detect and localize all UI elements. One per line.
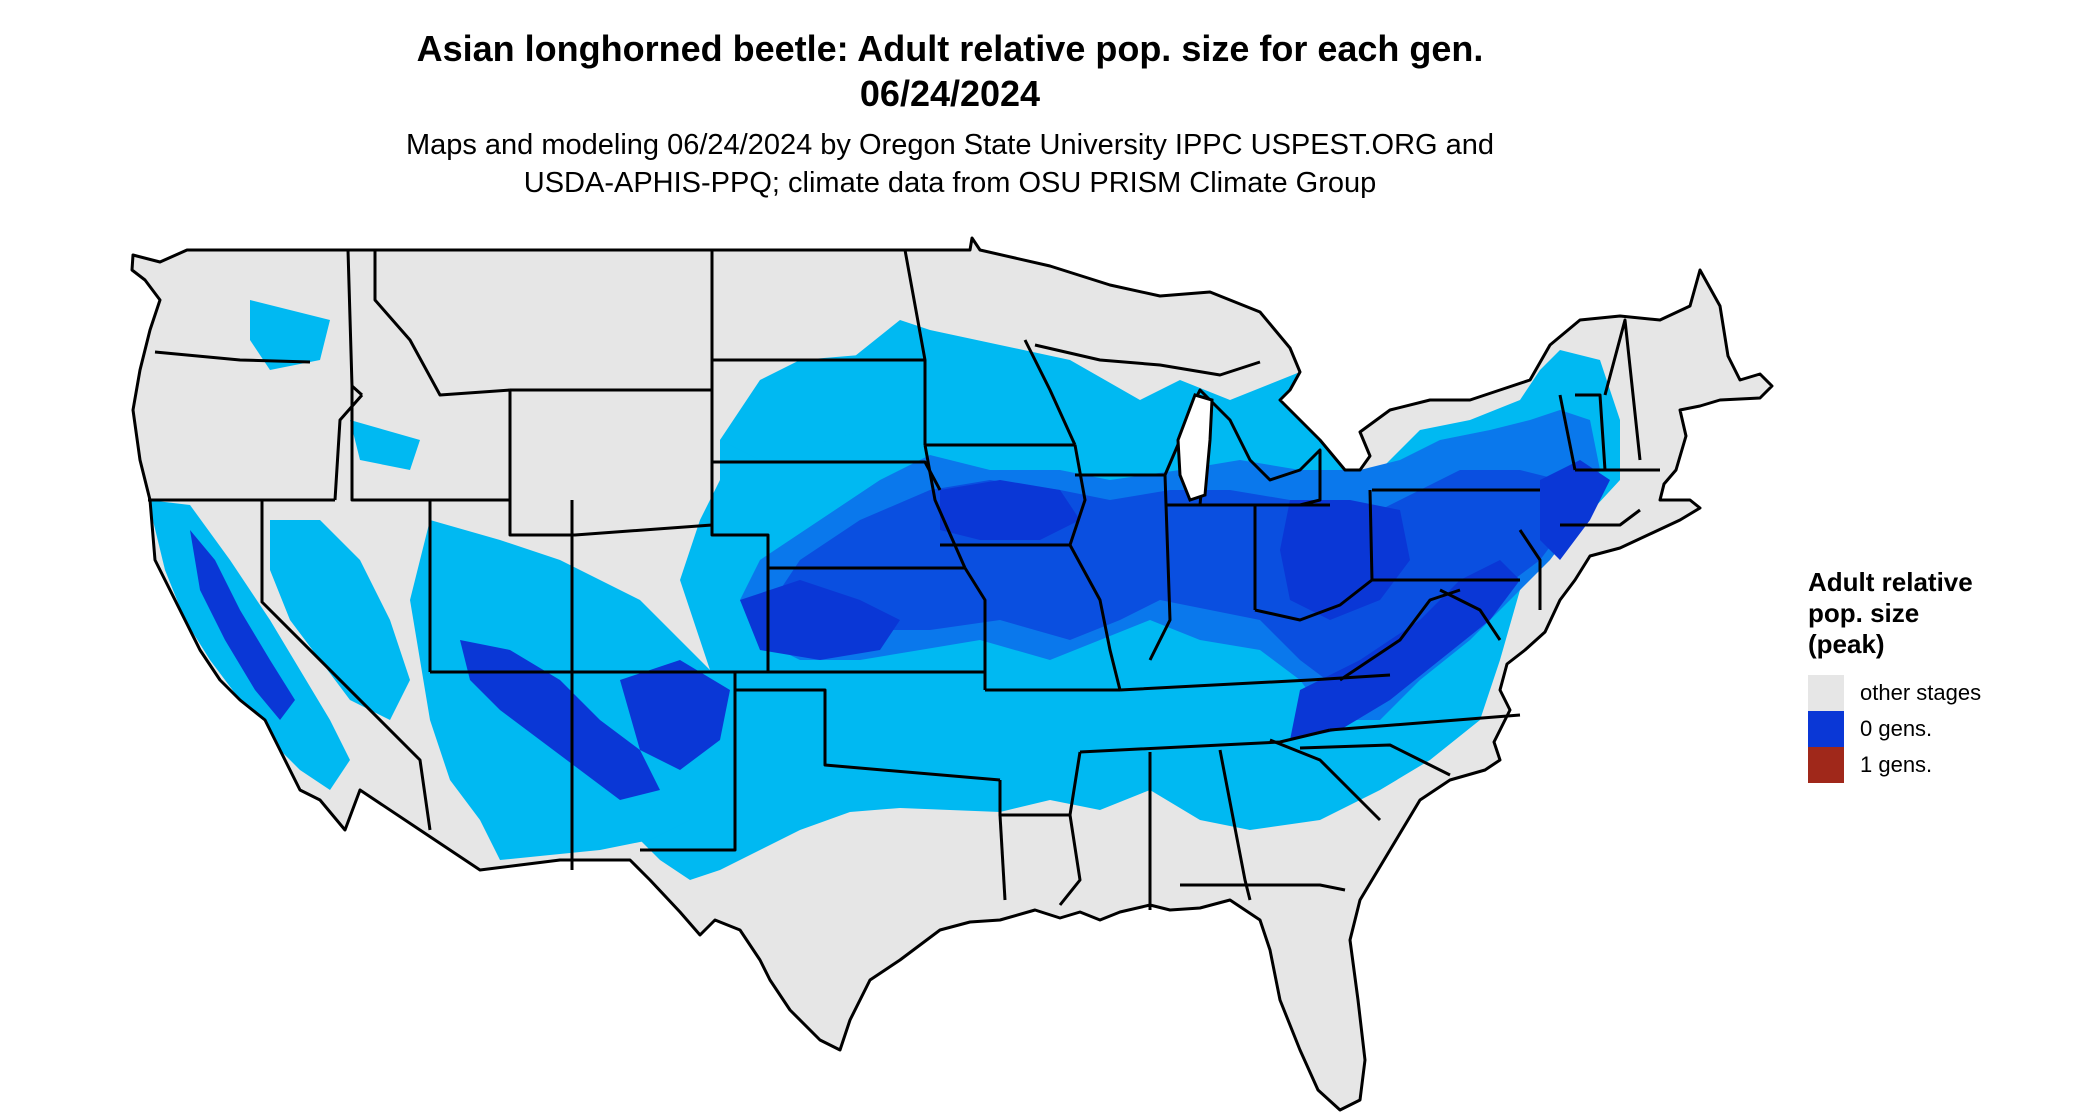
legend-title-line-2: pop. size (1808, 598, 1920, 628)
border-mo-west (963, 567, 987, 690)
border-il-mo (1068, 544, 1122, 691)
zone-light-blue-southwest (410, 520, 740, 860)
zone-light-blue-idaho (350, 420, 420, 470)
zone-dark-blue-iowa (940, 480, 1080, 540)
legend-title: Adult relative pop. size (peak) (1808, 567, 2028, 660)
border-nj (1518, 529, 1542, 610)
border-ok-tx (735, 688, 1001, 782)
border-oh-ky-wv (1254, 578, 1373, 622)
border-wv-va (1339, 588, 1461, 682)
michigan-lower (1208, 398, 1322, 507)
zone-light-blue-dakota (720, 320, 950, 460)
border-nm-tx (640, 672, 737, 852)
border-ne-ia (923, 444, 967, 569)
zone-dark-blue-southwest (460, 640, 660, 800)
border-wa-or (154, 350, 311, 364)
border-oh-pa (1368, 489, 1374, 581)
border-ny-vt (1558, 394, 1577, 471)
border-il-in (1148, 474, 1172, 661)
legend-swatch-1-gens (1808, 747, 1844, 783)
zone-dark-blue-appalachia (1290, 560, 1520, 740)
zone-dark-blue-california (190, 530, 295, 720)
subtitle-line-2: USDA-APHIS-PPQ; climate data from OSU PR… (523, 167, 1377, 199)
border-wy-co (508, 500, 713, 537)
lake-michigan (1176, 393, 1214, 502)
border-mn-wi (1023, 339, 1077, 446)
zone-dark-blue-northeast (1540, 460, 1610, 560)
border-ms-ar (1068, 751, 1082, 816)
border-ia-il (1068, 444, 1087, 546)
border-nc-sc (1299, 743, 1451, 777)
chart-subtitle: Maps and modeling 06/24/2024 by Oregon S… (0, 126, 1900, 202)
zone-light-blue-nevada (270, 520, 410, 720)
population-zones (148, 300, 1620, 880)
legend-title-line-1: Adult relative (1808, 567, 1973, 597)
border-la-ms (1058, 814, 1082, 906)
border-nd-mn (903, 249, 927, 445)
zone-light-blue-northwest (250, 300, 330, 370)
legend-swatch-other-stages (1808, 675, 1844, 711)
border-ct-ri (1560, 508, 1641, 527)
legend-label-1-gens: 1 gens. (1860, 752, 1933, 777)
title-line-1: Asian longhorned beetle: Adult relative … (416, 28, 1484, 69)
border-vt-nh (1575, 393, 1607, 471)
legend-item-other-stages: other stages (1808, 675, 2028, 711)
legend-title-line-3: (peak) (1808, 629, 1885, 659)
subtitle-line-1: Maps and modeling 06/24/2024 by Oregon S… (405, 129, 1495, 161)
state-borders (130, 236, 1774, 1112)
border-md-va (1439, 588, 1502, 641)
michigan-upper (1034, 343, 1261, 377)
border-la-tx (998, 814, 1007, 901)
border-or-id (333, 394, 364, 501)
border-nh-me (1603, 318, 1642, 461)
zone-dark-blue-ohio (1280, 500, 1410, 620)
border-ky-tn (1119, 673, 1391, 692)
legend-item-0-gens: 0 gens. (1808, 711, 2028, 747)
border-id-mt (373, 250, 511, 397)
chart-title: Asian longhorned beetle: Adult relative … (0, 26, 1900, 116)
great-lakes (1176, 393, 1214, 502)
border-tn-south (1079, 728, 1331, 754)
border-ga-fl (1180, 883, 1346, 892)
border-va-nc (1329, 713, 1521, 732)
title-line-2: 06/24/2024 (859, 73, 1041, 114)
legend-label-0-gens: 0 gens. (1860, 716, 1933, 741)
zone-dark-blue-kansas (740, 580, 900, 660)
zone-dark-blue-newmexico (620, 660, 730, 770)
legend-item-1-gens: 1 gens. (1808, 747, 2028, 783)
border-ga-sc (1269, 738, 1382, 822)
border-al-ga (1218, 749, 1252, 901)
legend-swatch-0-gens (1808, 711, 1844, 747)
legend-label-other-stages: other stages (1860, 680, 1982, 705)
border-ca-nv (260, 500, 432, 831)
border-sd-ne (712, 460, 942, 491)
legend: Adult relative pop. size (peak) other st… (1808, 567, 2028, 783)
border-ne-ks (710, 525, 965, 570)
